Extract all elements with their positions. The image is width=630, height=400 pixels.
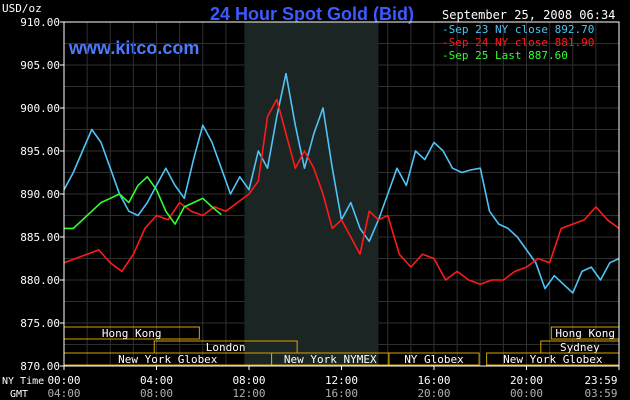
y-tick-label: 875.00: [20, 317, 60, 330]
x-tick-label-ny: 12:00: [325, 374, 358, 387]
session-label: NY Globex: [404, 353, 464, 366]
y-tick-label: 890.00: [20, 188, 60, 201]
session-label: New York NYMEX: [284, 353, 377, 366]
legend-entry: -Sep 25 Last 887.60: [442, 49, 568, 62]
x-tick-label-ny: 23:59: [584, 374, 617, 387]
x-axis: NY TimeGMT00:0004:0004:0008:0008:0012:00…: [2, 366, 620, 400]
x-tick-label-gmt: 20:00: [417, 387, 450, 400]
y-tick-label: 885.00: [20, 231, 60, 244]
price-series: [63, 72, 620, 294]
session-label: New York Globex: [118, 353, 218, 366]
x-tick-label-ny: 04:00: [140, 374, 173, 387]
session-box: [388, 352, 480, 366]
x-tick-label-gmt: 00:00: [510, 387, 543, 400]
legend-entry: -Sep 24 NY close 881.90: [442, 36, 594, 49]
x-tick-label-gmt: 16:00: [325, 387, 358, 400]
y-axis: 870.00 875.00 880.00 885.00 890.00 895.00 900.…: [20, 16, 64, 373]
y-tick-label: 895.00: [20, 145, 60, 158]
y-tick-label: 870.00: [20, 360, 60, 373]
session-label: Hong Kong: [102, 327, 162, 340]
session-label: Sydney: [560, 341, 600, 354]
gmt-label: GMT: [10, 389, 28, 400]
ny-time-label: NY Time: [2, 376, 44, 387]
y-tick-label: 880.00: [20, 274, 60, 287]
y-tick-label: 905.00: [20, 59, 60, 72]
series-line-2: [63, 98, 620, 286]
series-line-3: [64, 176, 222, 230]
chart-title: 24 Hour Spot Gold (Bid): [210, 4, 414, 24]
x-tick-label-ny: 16:00: [417, 374, 450, 387]
x-tick-label-gmt: 04:00: [47, 387, 80, 400]
session-label: New York Globex: [503, 353, 603, 366]
x-tick-label-ny: 00:00: [47, 374, 80, 387]
timestamp: September 25, 2008 06:34: [442, 8, 615, 22]
x-tick-label-gmt: 12:00: [232, 387, 265, 400]
x-tick-label-ny: 08:00: [232, 374, 265, 387]
legend: -Sep 23 NY close 892.70-Sep 24 NY close …: [442, 23, 594, 62]
session-label: Hong Kong: [555, 327, 615, 340]
y-tick-label: 910.00: [20, 16, 60, 29]
x-tick-label-ny: 20:00: [510, 374, 543, 387]
session-label: London: [206, 341, 246, 354]
plot-frame: [63, 21, 620, 367]
x-tick-label-gmt: 03:59: [584, 387, 617, 400]
legend-entry: -Sep 23 NY close 892.70: [442, 23, 594, 36]
x-tick-label-gmt: 08:00: [140, 387, 173, 400]
units-label: USD/oz: [2, 2, 42, 15]
nymex-session-shade: [244, 22, 379, 366]
y-tick-label: 900.00: [20, 102, 60, 115]
